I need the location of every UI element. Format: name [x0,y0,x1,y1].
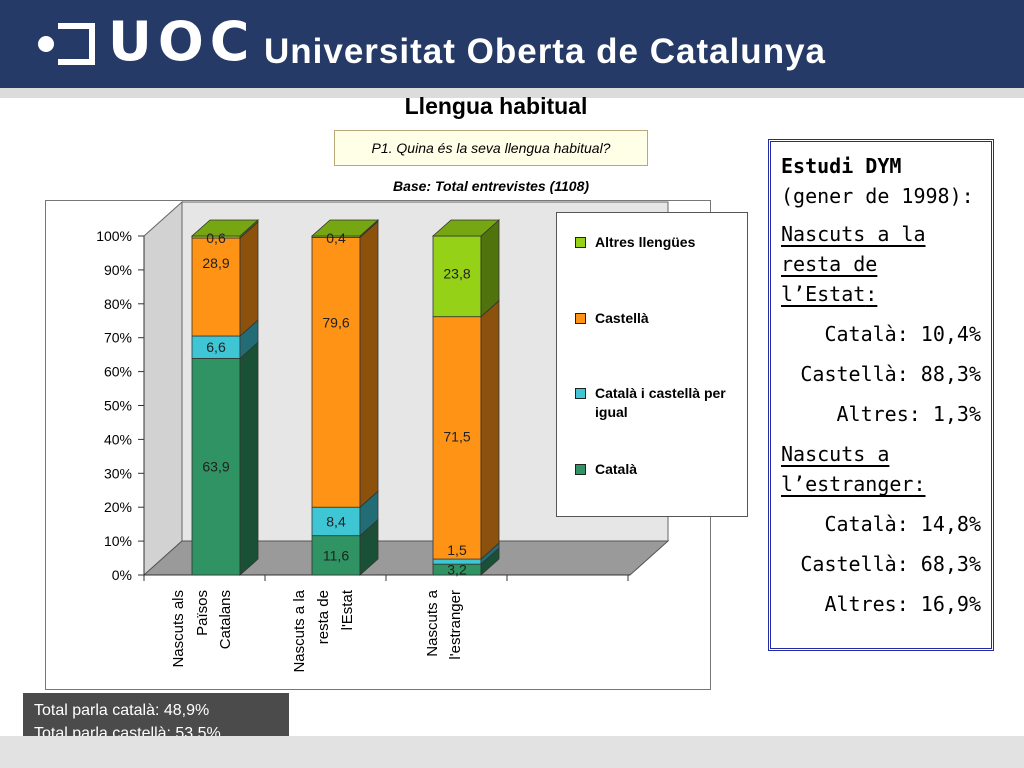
base-label: Base: Total entrevistes (1108) [392,178,590,194]
y-tick-label: 0% [112,567,132,583]
chart-legend: Altres llengües Castellà Català i castel… [556,212,748,517]
chart-title: Llengua habitual [404,93,588,119]
bar-segment-side [239,221,259,337]
bar-top [190,219,260,237]
y-tick-label: 80% [104,296,132,312]
question-box: P1. Quina és la seva llengua habitual? [334,130,648,166]
university-name: Universitat Oberta de Catalunya [264,32,826,71]
bar-segment-side [239,341,259,576]
data-label: 0,4 [326,230,346,246]
data-label: 8,4 [326,513,346,529]
data-label: 1,5 [447,542,467,558]
data-label: 3,2 [447,562,467,578]
bar-segment-side [480,299,500,560]
legend-label: Català i castellà per igual [595,385,726,420]
total-catala: Total parla català: 48,9% [34,702,210,719]
legend-item-castella: Castellà [575,309,745,328]
x-category-label: Nascuts a [424,589,441,656]
legend-label: Castellà [595,310,649,326]
info-value: Altres: 1,3% [836,402,982,426]
bar-segment [191,237,241,337]
data-label: 71,5 [443,429,470,445]
legend-swatch-castella [575,313,586,324]
side-wall [143,200,183,577]
info-group-title: Nascuts a la resta de l’Estat: [781,219,981,309]
y-tick-label: 20% [104,499,132,515]
x-category-label: Països [194,590,211,636]
x-category-label: resta de [315,590,332,644]
legend-item-catala-castella: Català i castellà per igual [575,384,745,422]
info-group-title-text: Nascuts a la resta de l’Estat [781,222,926,306]
x-category-label: l'estranger [447,590,464,660]
info-group-title-text: Nascuts a l’estranger [781,442,914,496]
data-label: 79,6 [322,314,349,330]
data-label: 6,6 [206,339,226,355]
y-tick-label: 90% [104,262,132,278]
bar-segment [432,235,482,318]
legend-label: Altres llengües [595,234,696,250]
info-group-suffix: : [865,282,878,306]
info-group-suffix: : [913,472,926,496]
y-tick-label: 50% [104,398,132,414]
info-group-title: Nascuts a l’estranger: [781,439,981,499]
bar-top [310,219,380,237]
info-value: Castellà: 68,3% [800,552,981,576]
info-value: Castellà: 88,3% [800,362,981,386]
bar-segment-side [480,219,500,318]
data-label: 23,8 [443,266,470,282]
y-tick-label: 70% [104,330,132,346]
x-category-label: l'Estat [339,589,356,630]
data-label: 28,9 [202,255,229,271]
info-value: Català: 10,4% [824,322,981,346]
y-tick-label: 40% [104,431,132,447]
bar-segment-side [359,220,379,509]
study-info-box: Estudi DYM (gener de 1998): Nascuts a la… [768,139,994,651]
legend-item-altres: Altres llengües [575,233,745,252]
legend-swatch-catala [575,464,586,475]
data-label: 11,6 [323,547,349,563]
info-heading: Estudi DYM [781,154,902,178]
bar-top [431,219,501,237]
header-stripe [0,88,1024,98]
x-category-label: Nascuts als [170,590,187,668]
info-value: Català: 14,8% [824,512,981,536]
header-bar: UOC Universitat Oberta de Catalunya [0,0,1024,88]
data-label: 0,6 [206,230,226,246]
legend-swatch-catala-castella [575,388,586,399]
info-value: Altres: 16,9% [824,592,981,616]
data-label: 63,9 [202,458,229,474]
x-category-label: Nascuts a la [291,589,308,672]
legend-swatch-altres [575,237,586,248]
y-tick-label: 60% [104,364,132,380]
y-tick-label: 30% [104,465,132,481]
footer-band [0,736,1024,768]
legend-label: Català [595,461,638,477]
logo-text: UOC [108,10,256,73]
y-tick-label: 100% [96,228,132,244]
legend-item-catala: Català [575,460,745,479]
y-tick-label: 10% [104,533,132,549]
x-category-label: Catalans [217,590,234,649]
bar-segment [432,316,482,560]
info-subheading: (gener de 1998): [781,184,974,208]
bar-segment [311,236,361,508]
bar-segment [311,506,361,537]
uoc-logo-icon [38,23,95,65]
bar-segment [191,357,241,576]
